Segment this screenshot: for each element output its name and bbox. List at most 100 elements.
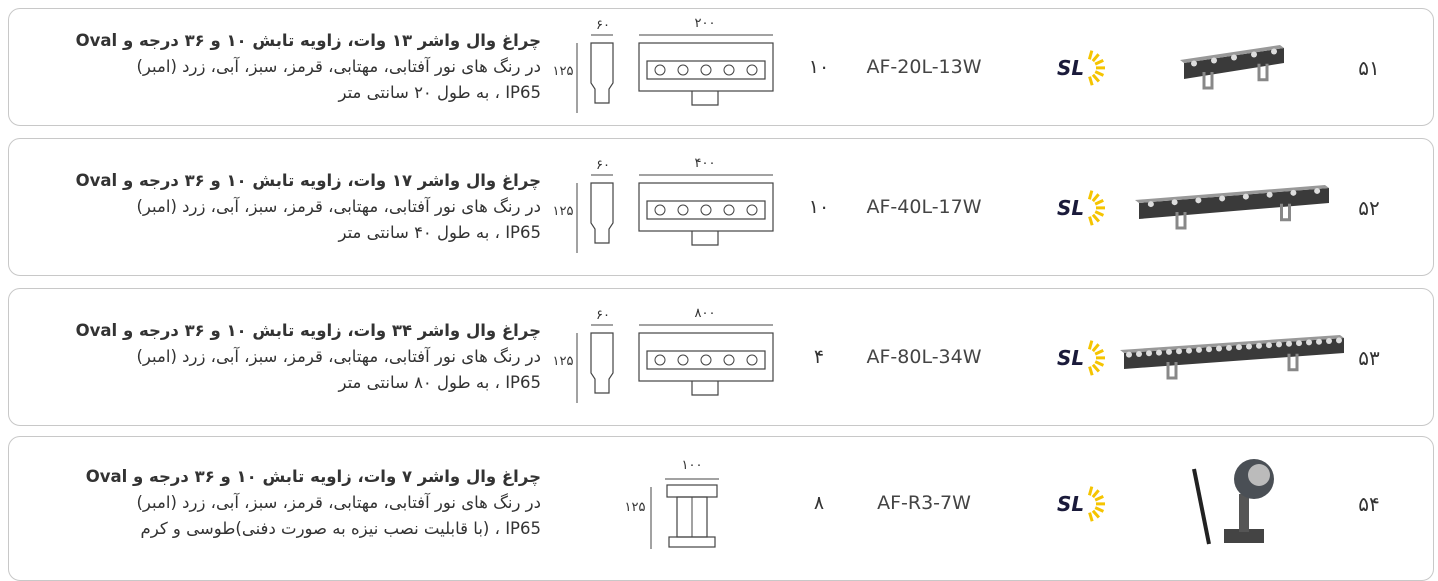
drawing-outline	[639, 333, 773, 381]
drawing-bracket	[692, 231, 718, 245]
drawing-led	[724, 355, 734, 365]
description: چراغ وال واشر ۳۴ وات، زاویه تابش ۱۰ و ۳۶…	[29, 318, 541, 396]
logo-ray	[1093, 54, 1099, 61]
description-line: چراغ وال واشر ۳۴ وات، زاویه تابش ۱۰ و ۳۶…	[29, 318, 541, 344]
row-number: ۵۴	[1339, 492, 1399, 516]
description-line: در رنگ های نور آفتابی، مهتابی، قرمز، سبز…	[29, 194, 541, 220]
description: چراغ وال واشر ۱۳ وات، زاویه تابش ۱۰ و ۳۶…	[29, 28, 541, 106]
description-line: در رنگ های نور آفتابی، مهتابی، قرمز، سبز…	[29, 344, 541, 370]
logo-ray	[1095, 350, 1103, 354]
side-profile	[591, 43, 613, 103]
side-profile	[591, 333, 613, 393]
led	[1290, 190, 1296, 196]
logo-ray	[1093, 365, 1099, 372]
logo-ray	[1095, 362, 1103, 366]
logo-ray	[1090, 217, 1093, 226]
product-image	[1114, 153, 1344, 263]
description-line: چراغ وال واشر ۱۳ وات، زاویه تابش ۱۰ و ۳۶…	[29, 28, 541, 54]
description: چراغ وال واشر ۷ وات، زاویه تابش ۱۰ و ۳۶ …	[29, 464, 541, 542]
logo-ray	[1089, 341, 1091, 350]
logo-ray	[1090, 77, 1093, 86]
logo-ray	[1095, 496, 1103, 500]
led	[1336, 337, 1342, 343]
led	[1314, 188, 1320, 194]
led	[1286, 341, 1292, 347]
drawing-led	[678, 205, 688, 215]
width-label: ۸۰۰	[695, 306, 716, 321]
drawing-led	[655, 205, 665, 215]
led	[1256, 343, 1262, 349]
arm	[1239, 494, 1249, 532]
model-code: AF-R3-7W	[849, 492, 999, 514]
drawing-outline	[669, 537, 715, 547]
brand-logo: SL	[1049, 333, 1109, 383]
led	[1271, 49, 1277, 55]
drawing-bracket	[692, 91, 718, 105]
led	[1216, 346, 1222, 352]
led	[1186, 348, 1192, 354]
logo-ray	[1095, 60, 1103, 64]
led	[1219, 195, 1225, 201]
logo-ray	[1095, 508, 1103, 512]
led	[1226, 345, 1232, 351]
logo-ray	[1093, 75, 1099, 82]
led	[1246, 343, 1252, 349]
logo-ray	[1090, 367, 1093, 376]
description-line: چراغ وال واشر ۱۷ وات، زاویه تابش ۱۰ و ۳۶…	[29, 168, 541, 194]
drawing-led	[678, 355, 688, 365]
row-number: ۵۲	[1339, 196, 1399, 220]
model-code: AF-80L-34W	[849, 346, 999, 368]
logo-text: SL	[1057, 492, 1084, 516]
logo-ray	[1093, 194, 1099, 201]
led	[1206, 346, 1212, 352]
logo-ray	[1095, 72, 1103, 76]
logo-ray	[1089, 487, 1091, 496]
drawing-led	[655, 355, 665, 365]
brand-logo: SL	[1049, 183, 1109, 233]
drawing-led	[701, 205, 711, 215]
width-label: ۲۰۰	[695, 16, 716, 31]
led	[1231, 55, 1237, 61]
led	[1146, 350, 1152, 356]
led	[1236, 344, 1242, 350]
led	[1172, 199, 1178, 205]
drawing-bracket	[692, 381, 718, 395]
led	[1126, 352, 1132, 358]
led	[1296, 340, 1302, 346]
led	[1195, 197, 1201, 203]
led	[1166, 349, 1172, 355]
led	[1243, 194, 1249, 200]
description-line: IP65 ، به طول ۴۰ سانتی متر	[29, 220, 541, 246]
led	[1267, 192, 1273, 198]
logo-ray	[1093, 215, 1099, 222]
logo-ray	[1095, 200, 1103, 204]
led	[1306, 339, 1312, 345]
lens	[1248, 464, 1270, 486]
height-label: ۱۲۵	[553, 204, 574, 219]
led	[1266, 342, 1272, 348]
brand-logo: SL	[1049, 43, 1109, 93]
depth-label: ۶۰	[596, 158, 610, 173]
product-image	[1114, 449, 1344, 559]
spike	[1194, 469, 1209, 544]
logo-ray	[1095, 212, 1103, 216]
led	[1211, 58, 1217, 64]
logo-ray	[1090, 513, 1093, 522]
quantity: ۴	[789, 346, 849, 368]
brand-logo: SL	[1049, 479, 1109, 529]
logo-ray	[1089, 51, 1091, 60]
drawing-led	[747, 65, 757, 75]
height-label: ۱۲۵	[553, 354, 574, 369]
drawing-outline	[639, 43, 773, 91]
logo-ray	[1093, 344, 1099, 351]
logo-text: SL	[1057, 346, 1084, 370]
description-line: IP65 ، به طول ۸۰ سانتی متر	[29, 370, 541, 396]
led	[1196, 347, 1202, 353]
logo-ray	[1093, 490, 1099, 497]
description-line: IP65 ، به طول ۲۰ سانتی متر	[29, 80, 541, 106]
led	[1148, 201, 1154, 207]
description-line: چراغ وال واشر ۷ وات، زاویه تابش ۱۰ و ۳۶ …	[29, 464, 541, 490]
